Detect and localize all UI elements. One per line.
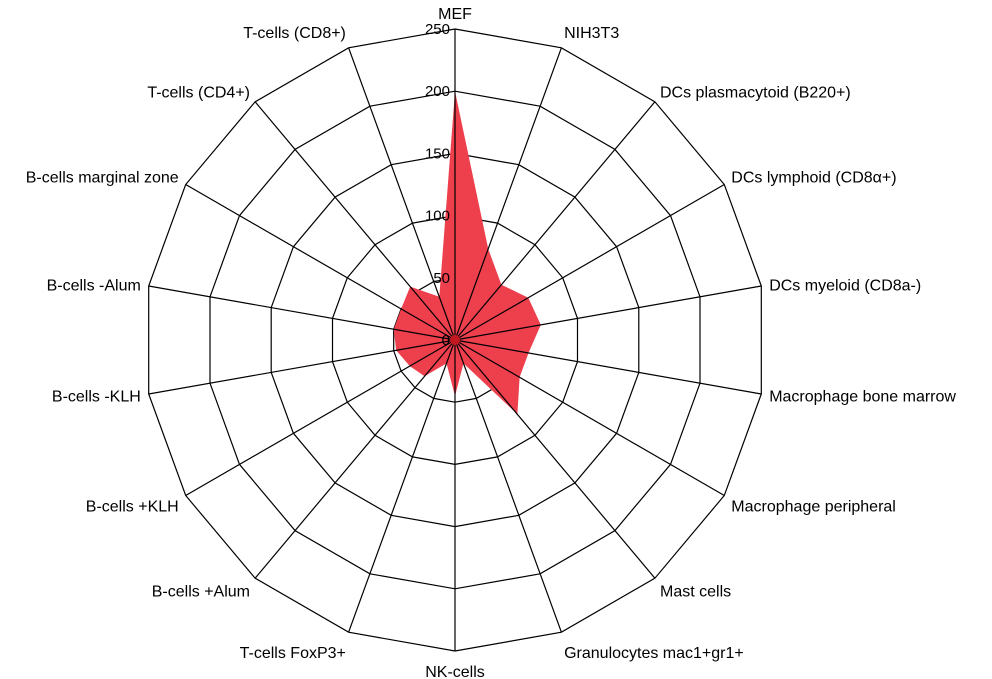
data-layer	[393, 91, 541, 415]
axis-spoke-6	[454, 339, 725, 497]
category-label-1: NIH3T3	[564, 25, 619, 42]
axis-spoke-13	[148, 339, 456, 395]
axis-spoke-10	[348, 339, 456, 633]
axis-spoke-4	[454, 285, 762, 341]
category-label-17: T-cells (CD8+)	[243, 25, 346, 42]
category-label-12: B-cells +KLH	[86, 499, 179, 516]
category-label-2: DCs plasmacytoid (B220+)	[660, 85, 851, 102]
category-label-layer: MEF NIH3T3 DCs plasmacytoid (B220+) DCs lym…	[26, 6, 957, 679]
category-label-16: T-cells (CD4+)	[147, 85, 250, 102]
category-label-4: DCs myeloid (CD8a-)	[769, 278, 921, 295]
tick-label-layer: 0 50 100 150 200 250	[425, 21, 450, 349]
axis-spoke-7	[454, 339, 656, 579]
axis-spoke-3	[454, 183, 725, 341]
axis-spoke-16	[254, 101, 456, 341]
axis-spoke-2	[454, 101, 656, 341]
r-tick-label: 50	[433, 270, 450, 287]
r-tick-label: 150	[425, 145, 450, 162]
category-label-5: Macrophage bone marrow	[769, 388, 956, 405]
category-label-13: B-cells -KLH	[52, 388, 141, 405]
spoke-layer	[148, 29, 762, 651]
axis-spoke-15	[185, 183, 456, 341]
axis-spoke-8	[454, 339, 562, 633]
category-label-7: Mast cells	[660, 583, 731, 600]
category-label-11: B-cells +Alum	[152, 583, 250, 600]
category-label-9: NK-cells	[425, 664, 485, 679]
axis-spoke-5	[454, 339, 762, 395]
axis-spoke-17	[348, 47, 456, 341]
data-series-area	[393, 91, 541, 415]
category-label-15: B-cells marginal zone	[26, 170, 179, 187]
category-label-10: T-cells FoxP3+	[240, 645, 346, 662]
category-label-0: MEF	[438, 6, 472, 23]
center-point	[450, 335, 460, 345]
r-tick-label: 0	[442, 332, 450, 349]
axis-spoke-1	[454, 47, 562, 341]
r-tick-label: 200	[425, 83, 450, 100]
category-label-3: DCs lymphoid (CD8α+)	[731, 170, 896, 187]
axis-spoke-12	[185, 339, 456, 497]
category-label-6: Macrophage peripheral	[731, 499, 896, 516]
category-label-8: Granulocytes mac1+gr1+	[564, 645, 744, 662]
axis-spoke-11	[254, 339, 456, 579]
r-tick-label: 100	[425, 208, 450, 225]
category-label-14: B-cells -Alum	[47, 278, 141, 295]
axis-spoke-14	[148, 285, 456, 341]
r-tick-label: 250	[425, 21, 450, 38]
